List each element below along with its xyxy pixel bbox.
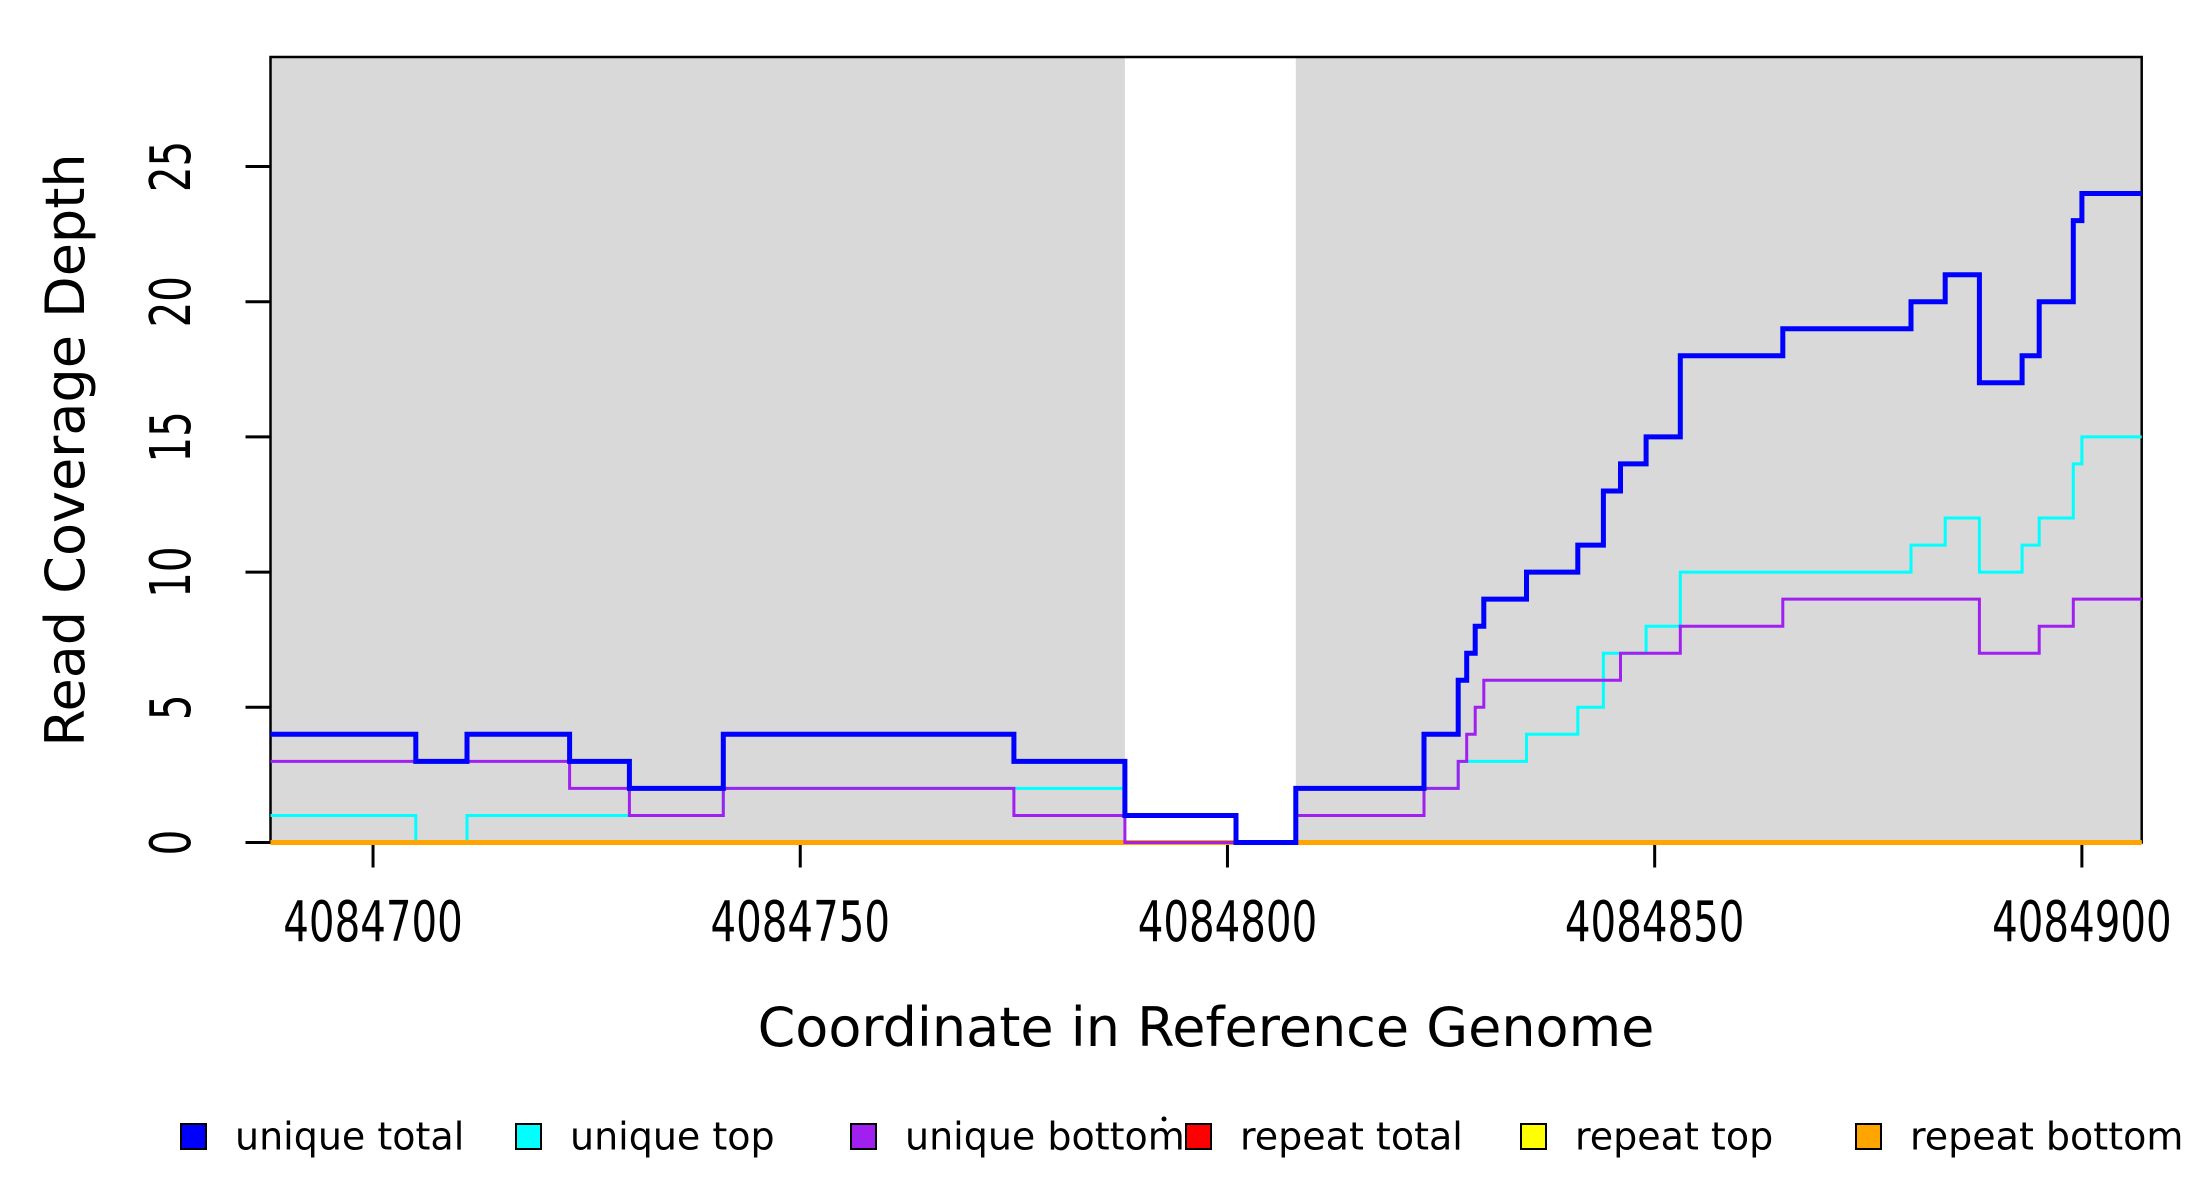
legend-swatch-repeat-top bbox=[1520, 1123, 1547, 1150]
y-axis-tick-label: 20 bbox=[138, 276, 203, 327]
legend-swatch-unique-top bbox=[515, 1123, 542, 1150]
legend: unique total unique top unique bottom repea… bbox=[180, 1115, 2183, 1159]
legend-label-unique-bottom: unique bottom bbox=[905, 1115, 1185, 1159]
legend-label-unique-top: unique top bbox=[570, 1115, 775, 1159]
shaded-region bbox=[1295, 57, 2142, 843]
series-line-unique-top bbox=[270, 435, 2142, 844]
series-lines bbox=[270, 191, 2142, 845]
legend-label-repeat-top: repeat top bbox=[1575, 1115, 1773, 1159]
shaded-regions bbox=[270, 57, 2142, 843]
y-axis-tick-label: 5 bbox=[138, 694, 203, 720]
legend-label-repeat-bottom: repeat bottom bbox=[1910, 1115, 2183, 1159]
legend-swatch-repeat-total bbox=[1185, 1123, 1212, 1150]
y-axis-tick-label: 0 bbox=[138, 830, 203, 856]
axes: 4084700 4084750 4084800 4084850 4084900 0 5 10 1… bbox=[138, 141, 2171, 955]
y-axis-tick-label: 25 bbox=[138, 141, 203, 192]
x-axis-tick-label: 4084700 bbox=[283, 889, 463, 954]
x-axis-tick-label: 4084900 bbox=[1992, 889, 2172, 954]
series-line-unique-total bbox=[270, 191, 2142, 845]
y-axis-tick-label: 10 bbox=[138, 546, 203, 597]
legend-swatch-repeat-bottom bbox=[1855, 1123, 1882, 1150]
legend-label-repeat-total: repeat total bbox=[1240, 1115, 1463, 1159]
legend-swatch-unique-bottom bbox=[850, 1123, 877, 1150]
series-line-unique-bottom bbox=[270, 597, 2142, 844]
x-axis-tick-label: 4084850 bbox=[1565, 889, 1745, 954]
y-axis-tick-label: 15 bbox=[138, 411, 203, 462]
y-axis-title: Read Coverage Depth bbox=[34, 153, 97, 746]
x-axis-tick-label: 4084750 bbox=[710, 889, 890, 954]
x-axis-title: Coordinate in Reference Genome bbox=[758, 996, 1655, 1059]
x-axis-tick-label: 4084800 bbox=[1138, 889, 1318, 954]
legend-swatch-unique-total bbox=[180, 1123, 207, 1150]
artifact-dot bbox=[1161, 1116, 1167, 1122]
legend-label-unique-total: unique total bbox=[235, 1115, 464, 1159]
shaded-region bbox=[270, 57, 1125, 843]
